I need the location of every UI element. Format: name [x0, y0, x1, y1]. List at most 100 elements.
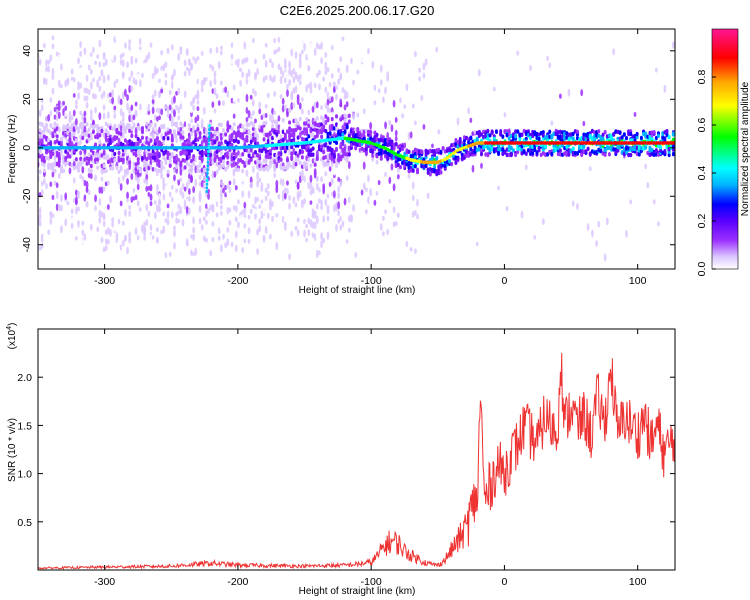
- spectrogram-cell: [141, 211, 144, 220]
- spectrogram-cell: [477, 129, 481, 135]
- spectrogram-cell: [324, 171, 328, 177]
- spectrogram-cell: [74, 104, 78, 110]
- spectrogram-cell: [294, 71, 298, 78]
- spectrogram-cell: [292, 196, 296, 205]
- spectrogram-cell: [211, 220, 215, 227]
- spectrogram-cell: [213, 87, 217, 96]
- spectrogram-cell: [254, 127, 257, 136]
- spectrogram-cell: [230, 97, 234, 104]
- spectrogram-cell: [644, 145, 648, 150]
- spectrogram-cell: [341, 220, 345, 228]
- spectrogram-cell: [439, 170, 443, 175]
- spectrogram-cell: [332, 51, 336, 60]
- spectrogram-cell: [151, 72, 155, 80]
- spectrogram-cell: [160, 160, 164, 165]
- spectrogram-notch-cell: [206, 171, 209, 175]
- spectrogram-notch-cell: [205, 178, 209, 183]
- spectrogram-cell: [156, 107, 159, 113]
- spectrogram-cell: [232, 84, 236, 91]
- spectrogram-cell: [42, 177, 46, 185]
- spectrogram-cell: [74, 118, 78, 126]
- spectrogram-cell: [279, 66, 283, 75]
- spectrogram-cell: [55, 29, 59, 36]
- spectrogram-cell: [264, 120, 268, 125]
- spectrogram-cell: [322, 76, 326, 82]
- spectrogram-cell: [243, 57, 247, 64]
- spectrogram-cell: [422, 130, 426, 137]
- spectrogram-cell: [249, 113, 253, 120]
- spectrogram-cell: [300, 38, 304, 46]
- spectrogram-cell: [539, 116, 543, 123]
- spectrogram-cell: [339, 73, 343, 80]
- spectrogram-cell: [158, 78, 161, 84]
- spectrogram-cell: [145, 160, 149, 167]
- spectrogram-cell: [507, 129, 511, 134]
- spectrogram-cell: [303, 121, 307, 126]
- spectrogram-cell: [322, 183, 326, 190]
- spectrogram-cell: [87, 190, 91, 196]
- spectrogram-cell: [200, 153, 204, 159]
- spectrogram-cell: [85, 187, 89, 193]
- spectrogram-cell: [149, 122, 153, 128]
- spectrogram-cell: [190, 131, 194, 137]
- spectrogram-cell: [533, 131, 537, 137]
- spectrogram-cell: [115, 78, 119, 84]
- spectrogram-cell: [198, 181, 202, 187]
- spectrogram-cell: [644, 131, 648, 136]
- spectrogram-cell: [113, 54, 117, 63]
- spectrogram-cell: [175, 104, 178, 111]
- spectrogram-cell: [258, 155, 262, 161]
- spectrogram-cell: [162, 63, 166, 72]
- spectrogram-cell: [350, 178, 353, 186]
- spectrogram-cell: [115, 191, 119, 200]
- spectrogram-cell: [311, 146, 315, 151]
- spectrogram-cell: [70, 79, 74, 86]
- spectrogram-cell: [367, 34, 370, 42]
- spectrogram-cell: [473, 149, 477, 155]
- spectrogram-cell: [53, 248, 57, 255]
- spectrogram-cell: [177, 130, 181, 136]
- spectrogram-cell: [237, 199, 240, 205]
- spectrogram-cell: [465, 153, 469, 158]
- spectrogram-cell: [42, 155, 46, 161]
- spectrogram-cell: [173, 229, 176, 238]
- spectrogram-cell: [202, 106, 206, 115]
- spectrogram-cell: [130, 42, 134, 49]
- spectrogram-cell: [256, 67, 260, 76]
- spectrogram-cell: [595, 240, 599, 248]
- spectrogram-cell: [279, 178, 283, 186]
- spectrogram-cell: [158, 206, 161, 213]
- spectrogram-cell: [202, 184, 206, 190]
- spectrogram-cell: [356, 112, 360, 118]
- spectrogram-cell: [111, 166, 115, 171]
- spectrogram-cell: [66, 130, 70, 136]
- spectrogram-cell: [550, 120, 554, 126]
- spectrogram-cell: [505, 206, 509, 212]
- spectrogram-cell: [81, 238, 85, 246]
- spectrogram-cell: [364, 261, 368, 269]
- spectrogram-cell: [646, 181, 650, 189]
- spectrogram-cell: [85, 122, 89, 127]
- spectrogram-notch-cell: [205, 182, 209, 186]
- spectrogram-cell: [145, 121, 149, 126]
- spectrogram-cell: [392, 146, 396, 151]
- spectrogram-cell: [185, 238, 189, 246]
- spectrogram-cell: [183, 204, 187, 210]
- spectrogram-cell: [117, 218, 121, 225]
- spectrogram-cell: [330, 45, 334, 51]
- spectrogram-cell: [471, 164, 475, 173]
- spectrogram-cell: [271, 135, 275, 141]
- spectrogram-cell: [45, 59, 48, 67]
- spectrogram-cell: [85, 57, 89, 66]
- spectrogram-cell: [371, 60, 375, 69]
- spectrogram-cell: [38, 245, 42, 251]
- spectrogram-cell: [177, 209, 181, 215]
- spectrogram-cell: [215, 201, 219, 207]
- spectrogram-cell: [384, 209, 387, 215]
- spectrogram-cell: [106, 111, 110, 120]
- colorbar-tick-label: 0.2: [696, 214, 708, 229]
- spectrogram-cell: [268, 148, 272, 154]
- spectrogram-cell: [55, 96, 59, 102]
- spectrogram-cell: [326, 209, 330, 215]
- spectrogram-cell: [194, 178, 198, 187]
